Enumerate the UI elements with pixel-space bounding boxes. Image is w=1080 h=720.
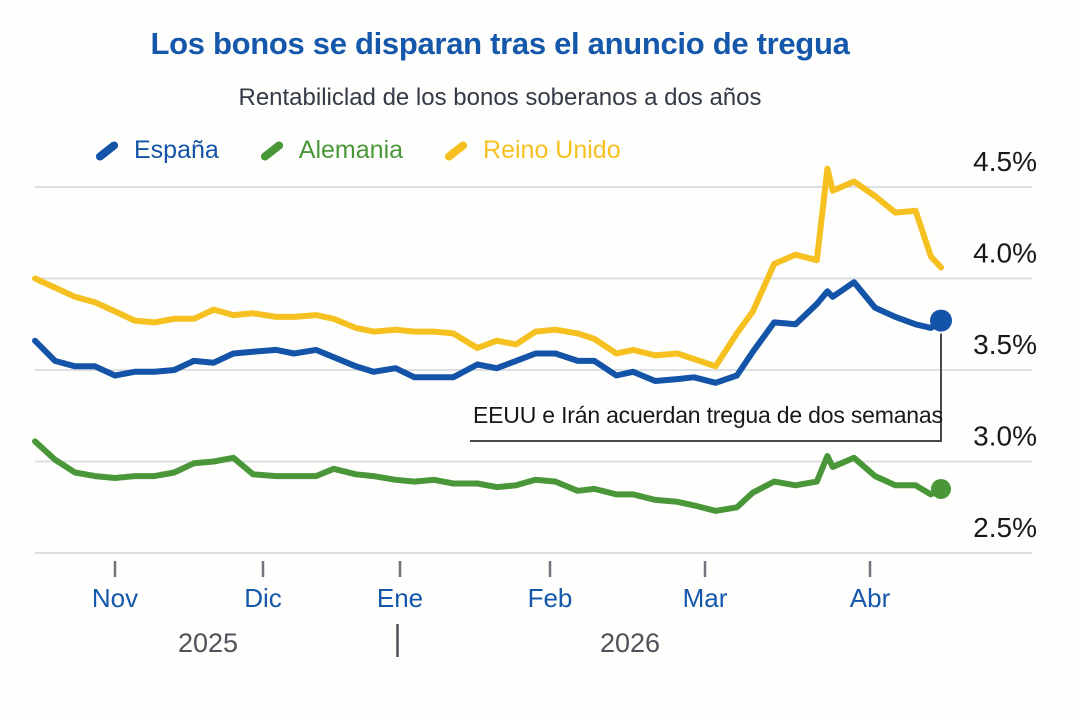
month-label: Mar: [683, 583, 728, 613]
year-label: 2026: [600, 628, 660, 658]
legend-label: Reino Unido: [483, 136, 621, 164]
y-axis-label: 3.0%: [973, 421, 1037, 452]
annotation-connector-line: [470, 333, 942, 442]
series-line-espana: [32, 279, 944, 386]
chart-subtitle: Rentabiliclad de los bonos soberanos a d…: [238, 84, 762, 111]
y-axis-label: 3.5%: [973, 329, 1037, 360]
series-line-alemania: [32, 438, 944, 514]
month-label: Abr: [850, 583, 891, 613]
y-axis-label: 4.5%: [973, 146, 1037, 177]
chart-title: Los bonos se disparan tras el anuncio de…: [150, 26, 850, 61]
legend-item-reino-unido: Reino Unido: [443, 136, 621, 165]
y-axis-label: 4.0%: [973, 238, 1037, 269]
month-label: Nov: [92, 583, 138, 613]
annotation-text: EEUU e Irán acuerdan tregua de dos seman…: [473, 402, 943, 428]
month-label: Ene: [377, 583, 423, 613]
legend: España Alemania Reino Unido: [94, 136, 621, 165]
end-dot-alemania: [931, 478, 951, 499]
month-label: Dic: [244, 583, 282, 613]
legend-item-alemania: Alemania: [259, 136, 403, 165]
end-dot-espana: [930, 309, 952, 332]
legend-label: Alemania: [298, 136, 404, 164]
legend-item-espana: España: [94, 136, 219, 165]
series-line-reino-unido: [32, 165, 944, 370]
month-label: Feb: [528, 583, 573, 613]
year-label: 2025: [178, 628, 238, 658]
y-axis-label: 2.5%: [973, 512, 1037, 543]
legend-label: España: [134, 136, 219, 164]
